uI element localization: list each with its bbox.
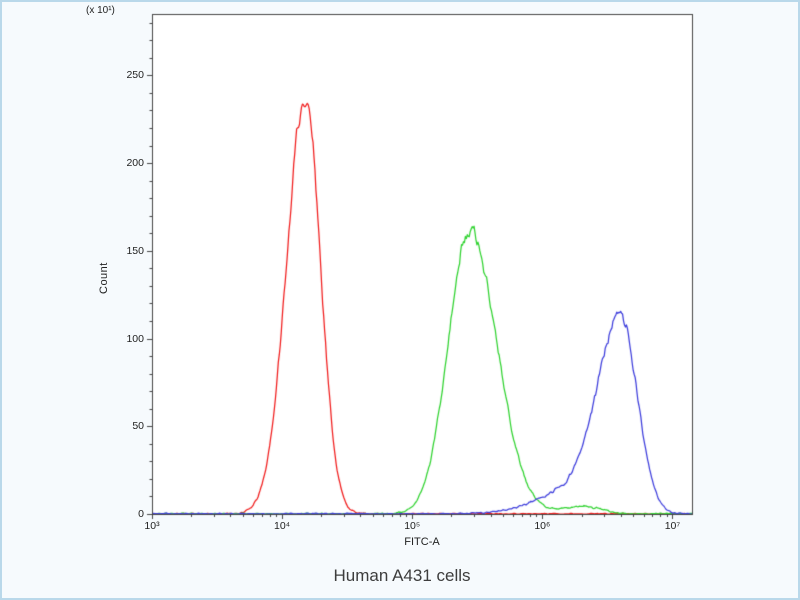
y-tick-label: 250 [126, 69, 144, 82]
y-tick-label: 50 [132, 420, 144, 433]
chart-area: 10³ 10⁴ 10⁵ 10⁶ 10⁷ 0 50 100 150 200 250 (x 10¹) C… [2, 2, 800, 558]
x-tick-label: 10⁶ [534, 520, 551, 532]
y-tick-label: 100 [126, 332, 144, 345]
x-tick-label: 10⁵ [404, 520, 421, 532]
x-tick-label: 10⁴ [274, 520, 291, 532]
y-tick-label: 0 [138, 508, 144, 520]
y-axis-label: Count [98, 262, 110, 294]
flow-histogram-canvas [2, 2, 800, 558]
x-axis-label: FITC-A [404, 536, 440, 548]
figure-caption: Human A431 cells [333, 566, 471, 585]
x-tick-label: 10³ [144, 520, 160, 532]
y-tick-label: 200 [126, 157, 144, 170]
x-tick-label: 10⁷ [664, 520, 681, 532]
y-tick-label: 150 [126, 244, 144, 257]
y-axis-multiplier-label: (x 10¹) [86, 5, 115, 16]
